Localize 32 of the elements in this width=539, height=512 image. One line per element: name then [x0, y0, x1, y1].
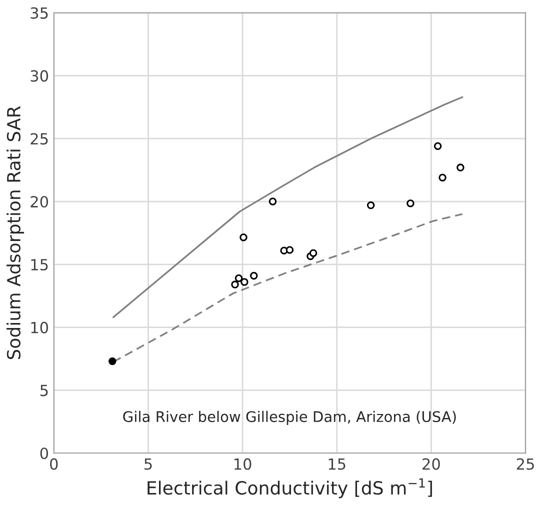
point — [366, 201, 375, 210]
point — [406, 200, 414, 208]
x-tick-label: 0 — [50, 458, 58, 470]
point — [108, 357, 116, 366]
x-tick-label: 25 — [516, 458, 534, 470]
x-axis-title: Electrical Conductivity [dS m$^{−1}$] — [148, 478, 432, 498]
point — [309, 249, 318, 257]
x-tick-label: 10 — [234, 458, 252, 470]
x-tick-label: 5 — [144, 458, 152, 470]
x-tick-label: 20 — [422, 458, 440, 470]
y-tick-label: 15 — [31, 259, 48, 270]
point — [456, 164, 464, 172]
annotation: Gila River below Gillespie Dam, Arizona (USA) — [123, 410, 456, 425]
point — [434, 142, 442, 150]
point — [234, 274, 243, 282]
y-tick-label: 20 — [30, 196, 48, 208]
y-axis-title: Sodium Adsorption Rati SAR — [6, 106, 24, 360]
y-tick-label: 5 — [40, 384, 48, 396]
point — [268, 198, 277, 206]
point — [240, 278, 248, 286]
x-tick-label: 15 — [328, 458, 346, 470]
y-tick-label: 25 — [30, 133, 48, 145]
point — [231, 280, 239, 288]
y-tick-label: 30 — [30, 70, 48, 82]
point — [438, 174, 446, 182]
y-tick-label: 35 — [30, 7, 48, 19]
y-tick-label: 10 — [31, 322, 48, 334]
point — [250, 272, 258, 280]
y-tick-label: 0 — [40, 448, 48, 460]
point — [240, 233, 248, 242]
line-series — [112, 96, 464, 318]
point — [286, 246, 294, 254]
